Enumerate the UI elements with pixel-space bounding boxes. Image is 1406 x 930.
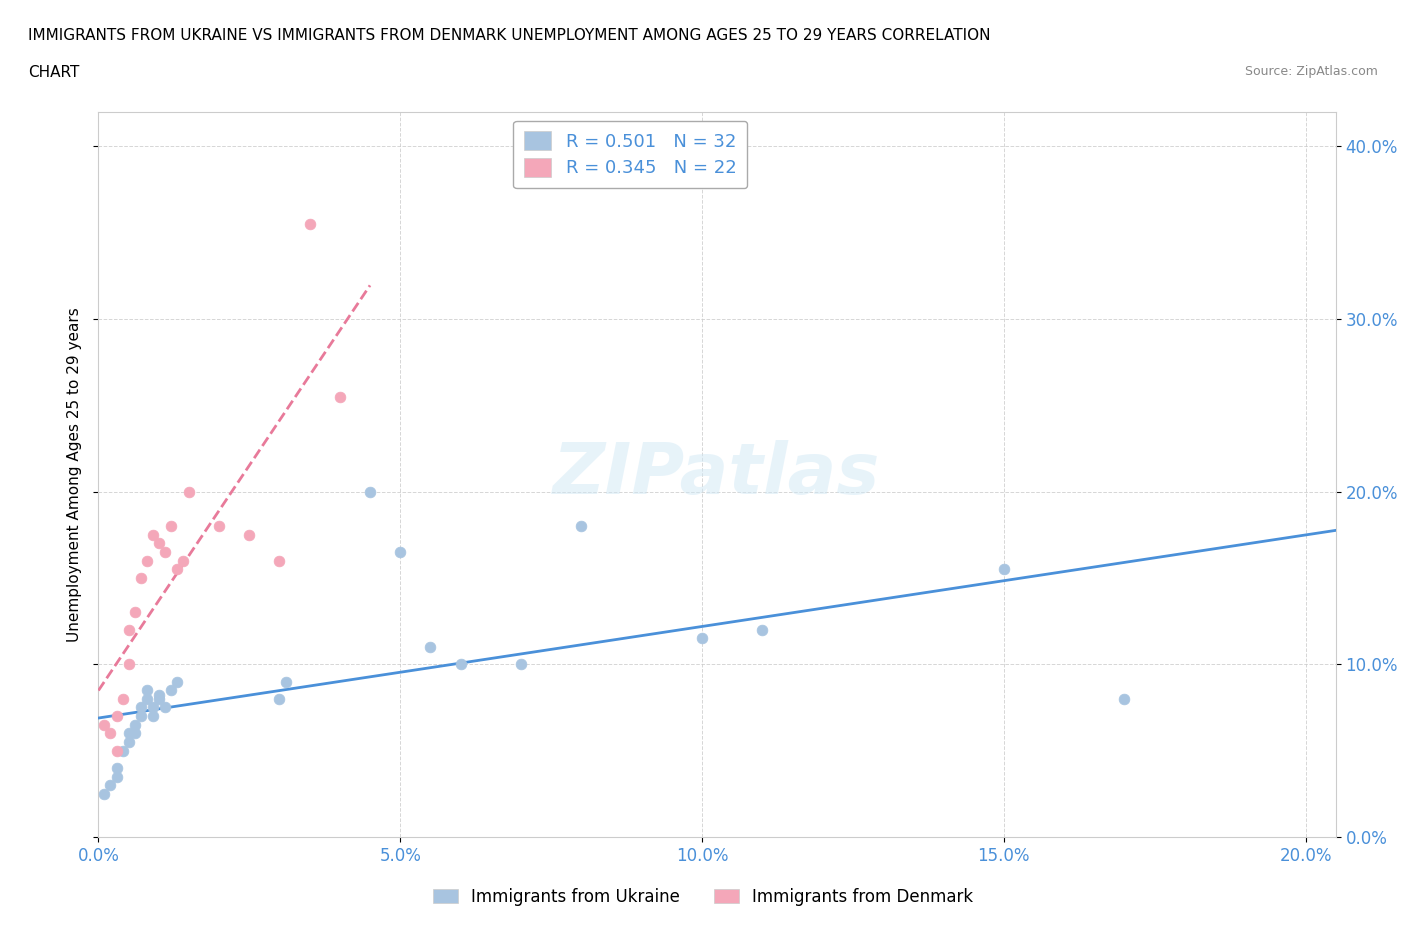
Legend: Immigrants from Ukraine, Immigrants from Denmark: Immigrants from Ukraine, Immigrants from…: [426, 881, 980, 912]
Point: [129, 709, 152, 724]
Point: [129, 700, 152, 715]
Point: [93, 787, 115, 802]
Y-axis label: Unemployment Among Ages 25 to 29 years: Unemployment Among Ages 25 to 29 years: [67, 307, 83, 642]
Point: [100, 726, 122, 741]
Point: [298, 217, 321, 232]
Point: [135, 683, 157, 698]
Point: [129, 570, 152, 585]
Point: [993, 562, 1015, 577]
Point: [105, 769, 128, 784]
Point: [148, 536, 170, 551]
Text: CHART: CHART: [28, 65, 80, 80]
Point: [117, 726, 139, 741]
Point: [124, 605, 146, 620]
Point: [172, 553, 194, 568]
Point: [100, 777, 122, 792]
Point: [135, 691, 157, 706]
Point: [105, 709, 128, 724]
Point: [166, 562, 188, 577]
Point: [142, 527, 165, 542]
Point: [751, 622, 773, 637]
Point: [117, 622, 139, 637]
Legend: R = 0.501   N = 32, R = 0.345   N = 22: R = 0.501 N = 32, R = 0.345 N = 22: [513, 121, 748, 188]
Point: [359, 485, 381, 499]
Point: [509, 657, 531, 671]
Point: [117, 657, 139, 671]
Point: [148, 691, 170, 706]
Point: [153, 700, 176, 715]
Point: [177, 485, 200, 499]
Text: Source: ZipAtlas.com: Source: ZipAtlas.com: [1244, 65, 1378, 78]
Point: [117, 735, 139, 750]
Point: [93, 717, 115, 732]
Point: [148, 688, 170, 703]
Text: IMMIGRANTS FROM UKRAINE VS IMMIGRANTS FROM DENMARK UNEMPLOYMENT AMONG AGES 25 TO: IMMIGRANTS FROM UKRAINE VS IMMIGRANTS FR…: [28, 28, 991, 43]
Point: [142, 700, 165, 715]
Point: [160, 519, 183, 534]
Point: [124, 717, 146, 732]
Point: [329, 389, 352, 404]
Point: [389, 545, 412, 560]
Point: [160, 683, 183, 698]
Point: [274, 674, 297, 689]
Point: [690, 631, 713, 645]
Point: [153, 545, 176, 560]
Point: [135, 553, 157, 568]
Point: [142, 709, 165, 724]
Point: [419, 640, 441, 655]
Point: [1114, 691, 1136, 706]
Point: [105, 761, 128, 776]
Point: [269, 691, 291, 706]
Point: [124, 726, 146, 741]
Point: [105, 743, 128, 758]
Point: [269, 553, 291, 568]
Point: [111, 691, 134, 706]
Text: ZIPatlas: ZIPatlas: [554, 440, 880, 509]
Point: [208, 519, 231, 534]
Point: [111, 743, 134, 758]
Point: [166, 674, 188, 689]
Point: [238, 527, 260, 542]
Point: [450, 657, 472, 671]
Point: [569, 519, 592, 534]
